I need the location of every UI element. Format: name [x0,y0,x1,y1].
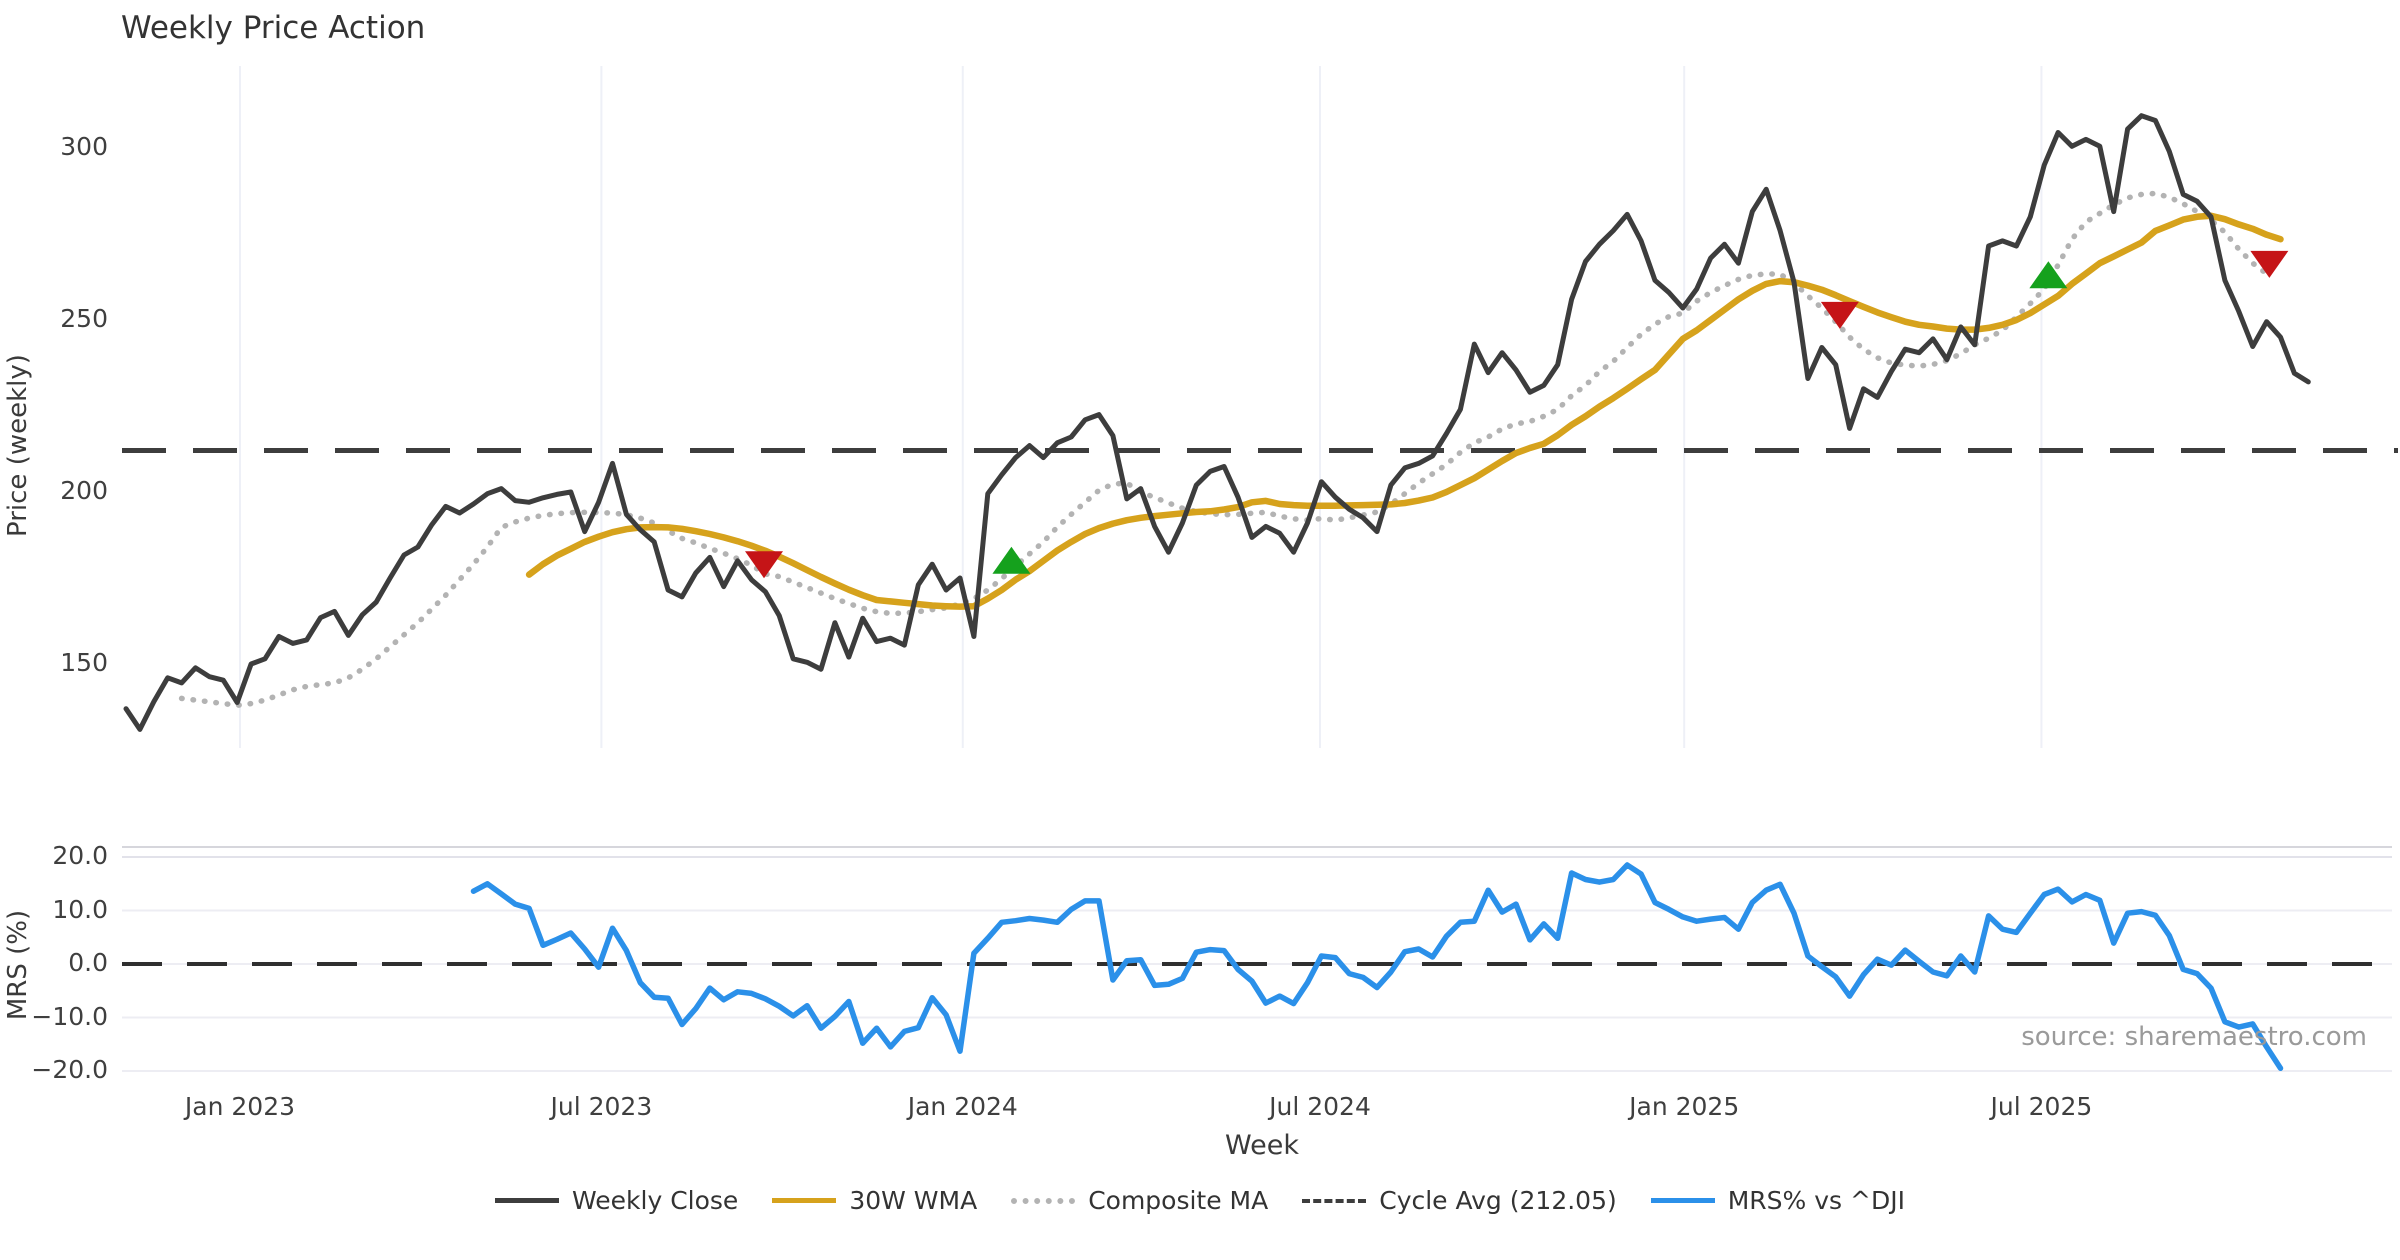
mrs-y-tick-label: 0.0 [68,948,108,977]
mrs-y-tick-label: 20.0 [52,841,108,870]
x-tick-label: Jan 2025 [1629,1092,1740,1121]
legend-item-weekly-close: Weekly Close [495,1186,738,1215]
x-tick-label: Jul 2025 [1990,1092,2093,1121]
legend-item-mrs-vs-dji: MRS% vs ^DJI [1650,1186,1905,1215]
legend-item-30w-wma: 30W WMA [772,1186,977,1215]
price-y-tick-label: 200 [60,476,108,505]
price-y-tick-label: 150 [60,648,108,677]
legend-dashed-line-icon [1302,1198,1367,1203]
wma-line [525,212,2284,610]
legend-solid-line-icon [495,1198,560,1203]
composite-ma-line [178,190,2270,709]
legend-label: 30W WMA [849,1186,978,1215]
buy-marker-icon [992,546,1031,574]
sell-marker-icon [1820,301,1859,329]
sell-marker-icon [745,551,784,579]
x-tick-label: Jan 2023 [184,1092,296,1121]
sell-marker-icon [2250,250,2289,278]
legend-label: Composite MA [1088,1186,1269,1215]
price-axis-label: Price (weekly) [3,354,33,537]
mrs-y-tick-label: −10.0 [31,1001,108,1031]
mrs-y-tick-label: −20.0 [31,1055,108,1084]
source-credit: source: sharemaestro.com [2021,1022,2367,1052]
legend-solid-line-icon [1650,1198,1715,1203]
legend-solid-line-icon [772,1198,837,1203]
legend-label: MRS% vs ^DJI [1727,1186,1905,1215]
legend-item-cycle-avg-212-05-: Cycle Avg (212.05) [1302,1186,1617,1215]
price-y-tick-label: 250 [60,304,108,333]
legend-label: Cycle Avg (212.05) [1379,1186,1617,1215]
chart-title: Weekly Price Action [121,10,426,46]
buy-marker-icon [2029,261,2068,289]
legend-label: Weekly Close [572,1186,739,1215]
weekly-close-line [123,113,2311,732]
x-tick-label: Jan 2024 [907,1092,1018,1121]
price-y-tick-label: 300 [60,132,108,161]
mrs-line [470,862,2284,1072]
x-tick-label: Jul 2024 [1269,1092,1371,1121]
week-axis-label: Week [1225,1130,1299,1161]
legend-dotted-line-icon [1011,1197,1076,1204]
legend-item-composite-ma: Composite MA [1011,1186,1268,1215]
x-tick-label: Jul 2023 [550,1092,653,1121]
mrs-y-tick-label: 10.0 [52,894,108,924]
legend: Weekly Close 30W WMA Composite MA Cycle Avg… [0,1186,2400,1215]
